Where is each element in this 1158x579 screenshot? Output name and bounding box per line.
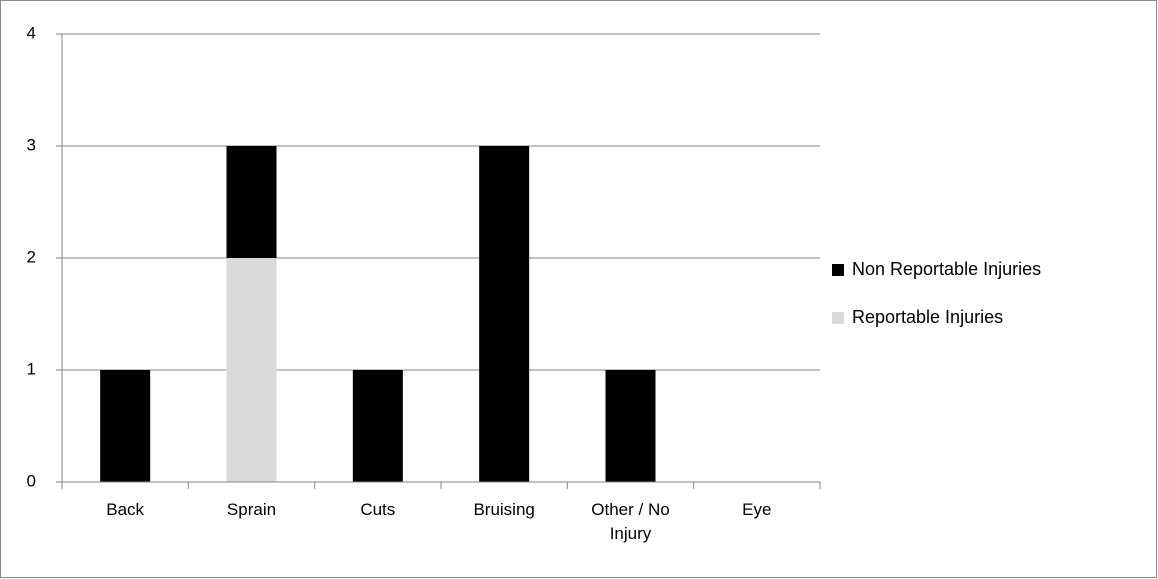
bar-segment [226,146,277,258]
x-tick-label: Eye [742,500,772,519]
x-tick-label: Sprain [226,500,277,519]
bar-segment [479,146,530,482]
y-tick-label: 4 [27,23,36,42]
bar-segment [605,370,656,482]
legend-label: Non Reportable Injuries [852,259,1041,279]
bar-segment [226,258,277,482]
y-tick-label: 0 [27,471,36,490]
x-tick-label: Bruising [473,500,535,519]
legend-swatch [832,312,844,324]
x-tick-label: Cuts [360,500,396,519]
x-tick-label: Other / No Injury [591,500,670,543]
y-tick-label: 1 [27,359,36,378]
bar-segment [100,370,151,482]
bar-segment [352,370,403,482]
legend-swatch [832,264,844,276]
y-tick-label: 2 [27,247,36,266]
y-tick-label: 3 [27,135,36,154]
x-tick-label: Back [106,500,145,519]
legend-label: Reportable Injuries [852,307,1003,327]
